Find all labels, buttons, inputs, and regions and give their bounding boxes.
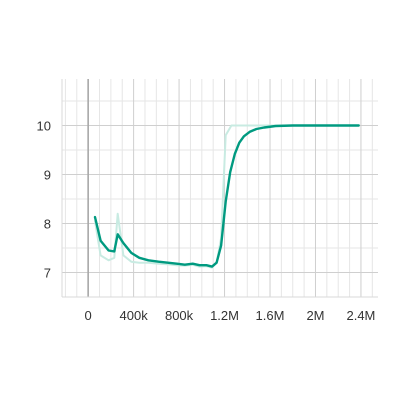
x-tick-label: 1.2M <box>210 308 239 323</box>
y-tick-label: 7 <box>44 266 51 281</box>
x-tick-label: 400k <box>120 308 149 323</box>
y-tick-label: 10 <box>37 119 51 134</box>
y-tick-label: 9 <box>44 168 51 183</box>
x-tick-label: 2M <box>306 308 324 323</box>
x-tick-label: 2.4M <box>346 308 375 323</box>
smoothed-series-line <box>95 126 359 267</box>
x-tick-label: 800k <box>165 308 194 323</box>
y-tick-label: 8 <box>44 217 51 232</box>
x-tick-label: 0 <box>85 308 92 323</box>
x-tick-label: 1.6M <box>256 308 285 323</box>
